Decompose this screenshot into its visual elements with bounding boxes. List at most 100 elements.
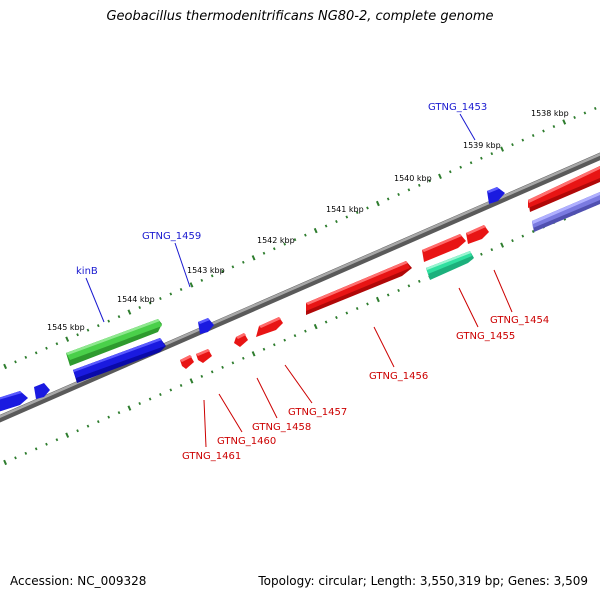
label-GTNG_1460[interactable]: GTNG_1460 — [217, 436, 276, 447]
outer-tick — [148, 301, 152, 305]
inner-tick — [14, 456, 17, 460]
outer-tick — [221, 269, 224, 273]
outer-tick — [117, 315, 121, 319]
label-GTNG_1455[interactable]: GTNG_1455 — [456, 331, 515, 342]
outer-tick — [200, 278, 204, 282]
inner-tick — [189, 378, 194, 384]
outer-tick — [490, 152, 494, 156]
inner-tick — [531, 230, 535, 234]
inner-tick — [345, 311, 349, 315]
label-GTNG_1457[interactable]: GTNG_1457 — [288, 407, 347, 418]
outer-tick — [127, 309, 132, 315]
label-leaders — [85, 113, 513, 448]
label-GTNG_1459[interactable]: GTNG_1459 — [142, 231, 201, 242]
outer-tick — [469, 161, 473, 165]
inner-tick — [200, 374, 204, 378]
inner-tick — [480, 252, 483, 256]
inner-tick — [231, 361, 235, 365]
kbp-label-1544: 1544 kbp — [117, 295, 155, 304]
outer-tick — [262, 251, 266, 255]
inner-tick — [313, 323, 318, 330]
gene-GTNG_1454[interactable] — [466, 225, 489, 244]
kbp-label-1538: 1538 kbp — [531, 109, 569, 118]
accession-text: Accession: NC_009328 — [10, 574, 147, 588]
gene-GTNG_1461[interactable] — [180, 355, 194, 369]
inner-tick — [221, 365, 224, 369]
outer-tick — [231, 265, 235, 269]
gene-slate-right-edge[interactable] — [532, 192, 600, 232]
label-GTNG_1458[interactable]: GTNG_1458 — [252, 422, 311, 433]
outer-tick — [55, 342, 59, 346]
outer-tick — [459, 165, 463, 169]
outer-tick — [386, 197, 390, 201]
outer-tick — [583, 111, 587, 115]
gene-kinB[interactable] — [66, 319, 162, 366]
outer-tick — [138, 306, 142, 310]
outer-tick — [179, 287, 183, 291]
gene-forward-large[interactable] — [73, 338, 166, 383]
inner-tick — [34, 447, 38, 451]
outer-tick — [169, 292, 173, 296]
outer-tick — [241, 260, 245, 264]
outer-tick — [511, 143, 514, 147]
inner-tick — [24, 451, 28, 455]
outer-tick — [107, 319, 111, 323]
inner-tick — [159, 393, 162, 397]
gene-GTNG_1456[interactable] — [306, 261, 412, 315]
outer-tick — [448, 170, 452, 174]
outer-tick — [521, 138, 525, 142]
gene-forward-small-left[interactable] — [0, 383, 50, 413]
kbp-labels: 1538 kbp 1539 kbp 1540 kbp 1541 kbp 1542… — [47, 109, 569, 332]
outer-tick — [417, 183, 421, 187]
gene-GTNG_1460[interactable] — [196, 349, 212, 363]
outer-tick — [407, 188, 411, 192]
gene-GTNG_1453[interactable] — [487, 187, 505, 204]
inner-tick — [251, 351, 256, 357]
outer-tick — [76, 333, 79, 337]
gene-GTNG_1458[interactable] — [234, 333, 248, 347]
label-kinB[interactable]: kinB — [76, 266, 98, 277]
gene-GTNG_1459[interactable] — [198, 318, 214, 334]
label-GTNG_1456[interactable]: GTNG_1456 — [369, 371, 428, 382]
gene-red-right-edge[interactable] — [528, 166, 600, 212]
inner-tick — [179, 383, 183, 387]
outer-tick — [24, 355, 28, 359]
kbp-label-1539: 1539 kbp — [463, 141, 501, 150]
outer-tick — [500, 146, 505, 152]
gene-teal[interactable] — [426, 251, 474, 280]
inner-tick — [3, 459, 8, 466]
inner-tick — [283, 338, 287, 342]
kbp-label-1543: 1543 kbp — [187, 266, 225, 275]
outer-tick — [562, 119, 567, 125]
outer-tick — [283, 242, 287, 246]
kbp-label-1541: 1541 kbp — [326, 205, 364, 214]
outer-tick — [428, 179, 431, 183]
label-GTNG_1461[interactable]: GTNG_1461 — [182, 451, 241, 462]
inner-tick — [138, 402, 142, 406]
label-GTNG_1454[interactable]: GTNG_1454 — [490, 315, 549, 326]
kbp-label-1542: 1542 kbp — [257, 236, 295, 245]
gene-GTNG_1455[interactable] — [422, 234, 466, 262]
inner-tick — [272, 343, 276, 347]
inner-tick — [355, 307, 359, 311]
inner-tick — [521, 234, 525, 238]
inner-tick — [304, 329, 307, 333]
inner-tick — [241, 356, 245, 360]
inner-tick — [511, 239, 514, 243]
outer-tick — [65, 336, 70, 342]
outer-tick — [293, 238, 297, 242]
outer-tick — [355, 211, 359, 215]
outer-tick — [345, 215, 349, 219]
outer-tick — [542, 129, 545, 133]
gene-GTNG_1457[interactable] — [256, 317, 283, 337]
outer-tick — [45, 346, 48, 350]
outer-tick — [189, 282, 194, 288]
outer-tick — [375, 200, 380, 207]
inner-tick — [210, 370, 214, 374]
outer-tick — [531, 134, 535, 138]
topology-text: Topology: circular; Length: 3,550,319 bp… — [258, 574, 588, 588]
outer-tick — [397, 192, 400, 196]
label-GTNG_1453[interactable]: GTNG_1453 — [428, 102, 487, 113]
inner-tick — [76, 429, 79, 433]
